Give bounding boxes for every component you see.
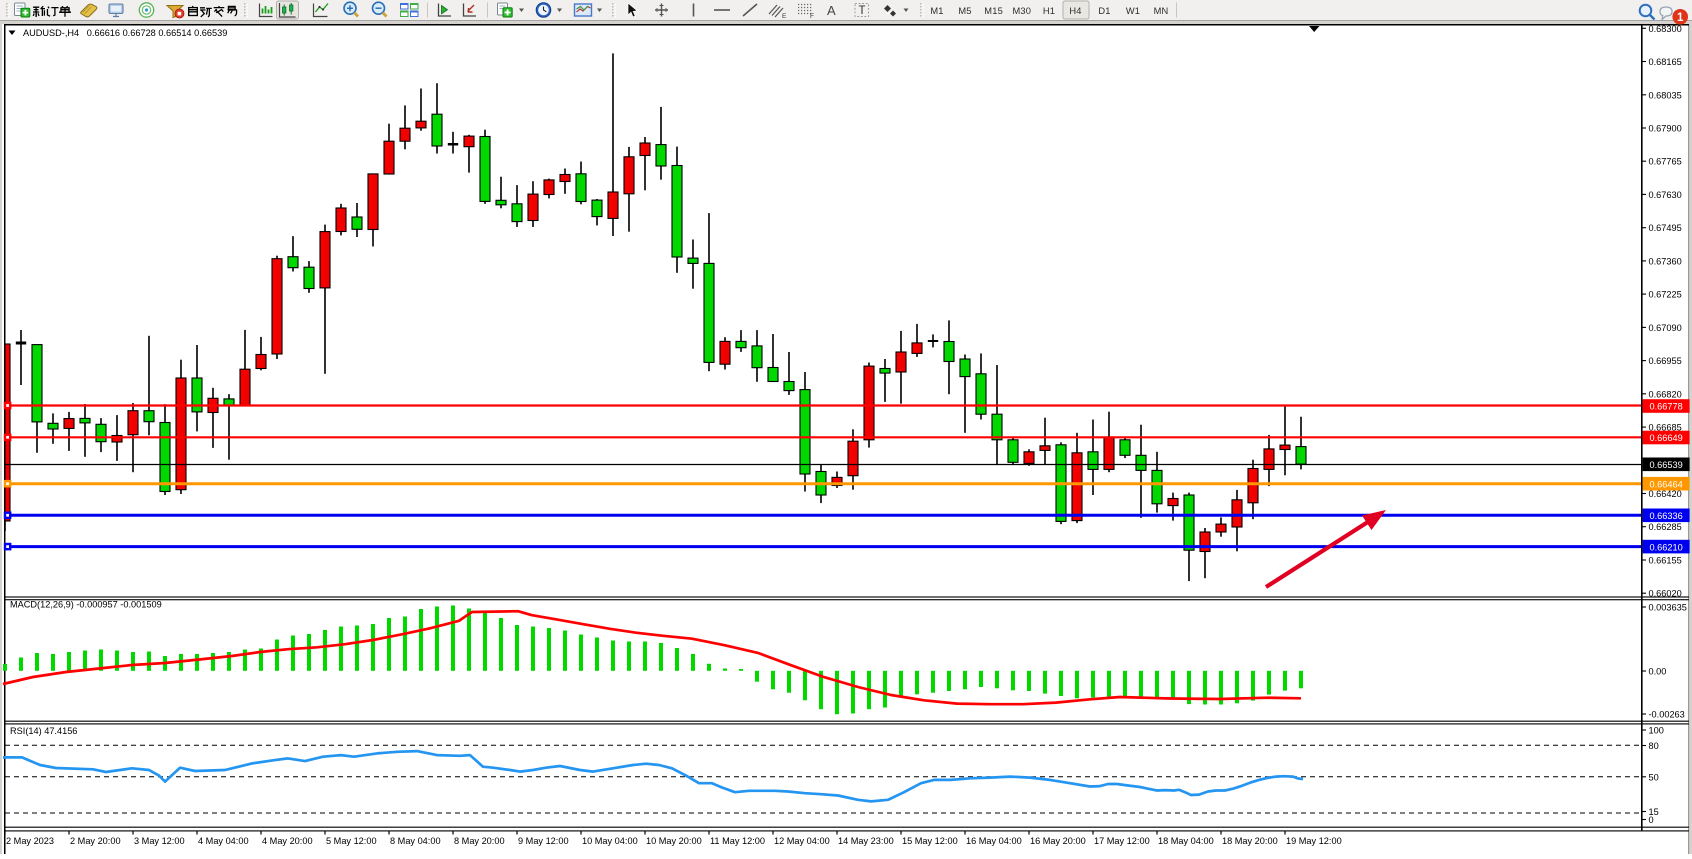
- svg-text:E: E: [782, 13, 787, 20]
- svg-text:19 May 12:00: 19 May 12:00: [1286, 836, 1342, 846]
- svg-text:18 May 04:00: 18 May 04:00: [1158, 836, 1214, 846]
- svg-text:0.66649: 0.66649: [1650, 433, 1683, 443]
- svg-text:0.66820: 0.66820: [1649, 389, 1682, 399]
- svg-text:8 May 04:00: 8 May 04:00: [390, 836, 441, 846]
- svg-text:0.66955: 0.66955: [1649, 356, 1682, 366]
- svg-text:M30: M30: [1012, 6, 1031, 16]
- svg-text:0.67225: 0.67225: [1649, 290, 1682, 300]
- svg-text:0.66464: 0.66464: [1650, 479, 1683, 489]
- svg-text:0.00: 0.00: [1649, 667, 1667, 677]
- svg-text:RSI(14) 47.4156: RSI(14) 47.4156: [10, 726, 77, 736]
- svg-text:0.66539: 0.66539: [1650, 460, 1683, 470]
- svg-text:3 May 12:00: 3 May 12:00: [134, 836, 185, 846]
- svg-text:0.66420: 0.66420: [1649, 489, 1682, 499]
- svg-text:0: 0: [1649, 815, 1654, 825]
- svg-text:16 May 04:00: 16 May 04:00: [966, 836, 1022, 846]
- svg-text:0.66336: 0.66336: [1650, 511, 1683, 521]
- svg-text:0.66685: 0.66685: [1649, 423, 1682, 433]
- svg-text:0.68165: 0.68165: [1649, 57, 1682, 67]
- svg-text:0.67360: 0.67360: [1649, 256, 1682, 266]
- svg-text:11 May 12:00: 11 May 12:00: [710, 836, 765, 846]
- svg-text:F: F: [810, 13, 814, 20]
- svg-text:8 May 20:00: 8 May 20:00: [454, 836, 505, 846]
- svg-text:100: 100: [1649, 726, 1664, 736]
- svg-text:18 May 20:00: 18 May 20:00: [1222, 836, 1278, 846]
- svg-text:15 May 12:00: 15 May 12:00: [902, 836, 958, 846]
- svg-text:17 May 12:00: 17 May 12:00: [1094, 836, 1150, 846]
- svg-text:14 May 23:00: 14 May 23:00: [838, 836, 894, 846]
- svg-text:H4: H4: [1069, 6, 1081, 16]
- svg-text:10 May 04:00: 10 May 04:00: [582, 836, 638, 846]
- svg-text:5 May 12:00: 5 May 12:00: [326, 836, 377, 846]
- svg-text:0.68300: 0.68300: [1649, 24, 1682, 34]
- svg-text:0.66020: 0.66020: [1649, 589, 1682, 599]
- svg-text:0.68035: 0.68035: [1649, 90, 1682, 100]
- svg-text:0.67900: 0.67900: [1649, 124, 1682, 134]
- svg-text:T: T: [859, 5, 866, 17]
- svg-text:MN: MN: [1154, 6, 1169, 16]
- svg-text:0.67090: 0.67090: [1649, 323, 1682, 333]
- svg-text:0.66778: 0.66778: [1650, 402, 1683, 412]
- svg-text:2 May 20:00: 2 May 20:00: [70, 836, 121, 846]
- svg-text:2 May 2023: 2 May 2023: [6, 836, 54, 846]
- svg-text:0.003635: 0.003635: [1649, 603, 1687, 613]
- svg-text:M1: M1: [930, 6, 943, 16]
- svg-text:50: 50: [1649, 772, 1659, 782]
- svg-text:15: 15: [1649, 807, 1659, 817]
- svg-text:W1: W1: [1126, 6, 1140, 16]
- svg-text:M15: M15: [984, 6, 1003, 16]
- svg-text:M5: M5: [958, 6, 971, 16]
- svg-text:16 May 20:00: 16 May 20:00: [1030, 836, 1086, 846]
- svg-text:0.66285: 0.66285: [1649, 522, 1682, 532]
- svg-text:0.67630: 0.67630: [1649, 190, 1682, 200]
- svg-text:AUDUSD-,H4 0.66616 0.66728 0: AUDUSD-,H4 0.66616 0.66728 0.66514 0.665…: [23, 28, 227, 38]
- svg-text:H1: H1: [1043, 6, 1055, 16]
- svg-text:9 May 12:00: 9 May 12:00: [518, 836, 569, 846]
- svg-text:D1: D1: [1098, 6, 1110, 16]
- svg-text:4 May 04:00: 4 May 04:00: [198, 836, 249, 846]
- svg-text:MACD(12,26,9) -0.000957 -0.001: MACD(12,26,9) -0.000957 -0.001509: [10, 600, 162, 610]
- svg-text:A: A: [827, 3, 836, 18]
- svg-text:0.67495: 0.67495: [1649, 223, 1682, 233]
- svg-text:4 May 20:00: 4 May 20:00: [262, 836, 313, 846]
- svg-text:0.66155: 0.66155: [1649, 556, 1682, 566]
- svg-text:80: 80: [1649, 741, 1659, 751]
- svg-text:0.66210: 0.66210: [1650, 542, 1683, 552]
- svg-text:12 May 04:00: 12 May 04:00: [774, 836, 830, 846]
- svg-text:10 May 20:00: 10 May 20:00: [646, 836, 702, 846]
- svg-text:-0.00263: -0.00263: [1649, 710, 1685, 720]
- svg-text:0.67765: 0.67765: [1649, 157, 1682, 167]
- svg-text:1: 1: [1677, 12, 1684, 24]
